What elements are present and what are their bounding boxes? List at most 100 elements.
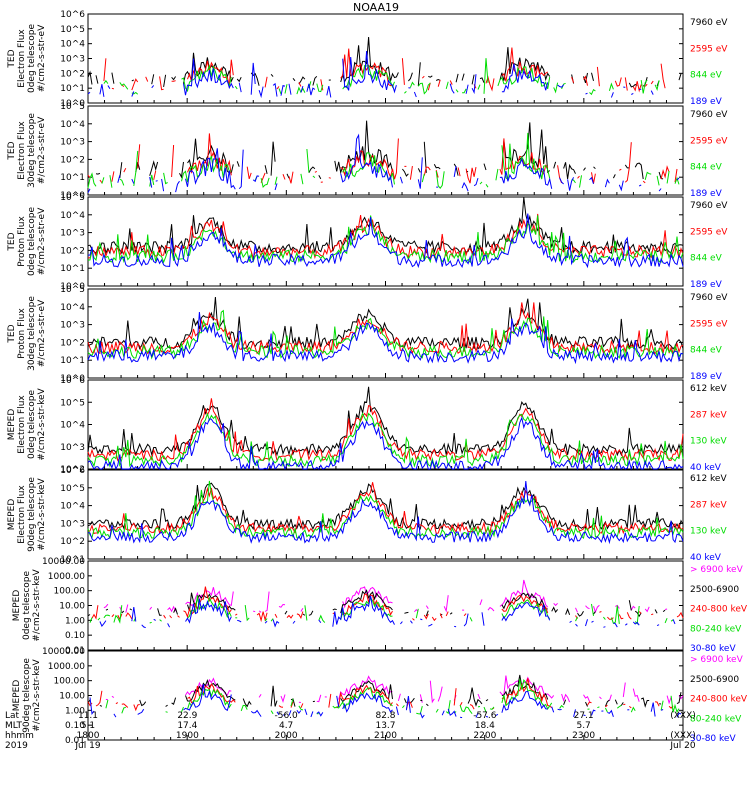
panel-6-ylabel-line: 90deg telescope <box>27 477 37 552</box>
panel-4-series-3 <box>87 309 683 360</box>
panel-2-legend-entry: 844 eV <box>690 163 723 173</box>
panel-3-series-1 <box>87 196 684 255</box>
panel-5-legend-entry: 287 keV <box>690 410 727 420</box>
panel-2-ytick-label: 10^2 <box>60 155 85 165</box>
panel-1-series-4 <box>88 51 683 98</box>
panel-1-ytick-label: 10^0 <box>60 99 85 109</box>
panel-7-series-5 <box>99 595 676 629</box>
xaxis-tick-value: -57.6 <box>473 711 497 721</box>
panel-4-ytick-label: 10^2 <box>60 338 85 348</box>
panel-4-ytick-label: 10^5 <box>60 285 85 295</box>
panel-6-ylabel-line: MEPED <box>7 499 17 531</box>
panel-7-legend-entry: 30-80 keV <box>690 644 736 654</box>
panel-3-legend-entry: 844 eV <box>690 254 723 264</box>
panel-8-ytick-label: 10000.00 <box>42 647 85 657</box>
panel-3-legend-entry: 7960 eV <box>690 201 728 211</box>
panel-2-ytick-label: 10^0 <box>60 191 85 201</box>
xaxis-tick-value: 17.4 <box>177 721 197 731</box>
panel-3-ytick-label: 10^1 <box>60 264 85 274</box>
panel-7-ylabel-line: MEPED <box>12 590 22 622</box>
panel-7-ylabel-line: 0deg telescope <box>22 571 32 641</box>
panel-2-series-4 <box>87 133 680 193</box>
xaxis-row-label: MLT <box>5 721 23 731</box>
panel-5-series-4 <box>87 416 684 471</box>
plot-title: NOAA19 <box>353 1 399 14</box>
panel-8-ytick-label: 10.00 <box>59 692 85 702</box>
panel-4-ytick-label: 10^0 <box>60 374 85 384</box>
panel-8-ytick-label: 100.00 <box>54 677 86 687</box>
panel-2-legend-entry: 7960 eV <box>690 110 728 120</box>
panel-1-series-1 <box>87 36 682 88</box>
xaxis-tick-value: 27.1 <box>574 711 594 721</box>
panel-8-legend-entry: 80-240 keV <box>690 714 742 724</box>
panel-8-ytick-label: 0.10 <box>65 721 85 731</box>
panel-6-ytick-label: 10^6 <box>60 466 85 476</box>
panel-4-ytick-label: 10^1 <box>60 356 85 366</box>
panel-8-legend-entry: 240-800 keV <box>690 695 748 705</box>
panel-2-ytick-label: 10^4 <box>60 120 85 130</box>
panel-8-legend-entry: > 6900 keV <box>690 655 744 665</box>
panel-3-ylabel-line: TED <box>7 232 17 251</box>
panel-2-ylabel-line: #/cm2-s-str-eV <box>37 116 47 184</box>
xaxis-tick-value: 5.1 <box>81 721 95 731</box>
panel-8-series-5 <box>89 684 682 719</box>
xaxis-tick-value: (XXX) <box>670 711 696 721</box>
panel-3-ytick-label: 10^5 <box>60 193 85 203</box>
panel-4-ylabel-line: 30deg telescope <box>27 296 37 371</box>
xaxis-tick-value: 2000 <box>275 731 298 741</box>
xaxis-tick-value: (XXX) <box>670 731 696 741</box>
panel-8-legend-entry: 2500-6900 <box>690 675 739 685</box>
panel-4-series-2 <box>87 302 684 355</box>
panel-1-ytick-label: 10^4 <box>60 40 85 50</box>
panel-2-series-2 <box>88 133 683 183</box>
panel-5-legend-entry: 40 keV <box>690 463 722 473</box>
panel-2-ylabel-line: TED <box>7 141 17 160</box>
panel-6-ytick-label: 10^4 <box>60 502 85 512</box>
panel-1-legend-entry: 7960 eV <box>690 18 728 28</box>
panel-7-ylabel-line: #/cm2-s-str-keV <box>32 568 42 641</box>
panel-3-ylabel-line: 0deg telescope <box>27 207 37 277</box>
panel-8-ytick-label: 1.00 <box>65 706 85 716</box>
panel-3-series-2 <box>88 213 684 260</box>
panel-6-legend-entry: 130 keV <box>690 527 727 537</box>
panel-6-legend-entry: 612 keV <box>690 474 727 484</box>
panel-5-ytick-label: 10^5 <box>60 398 85 408</box>
panel-4-ylabel-line: TED <box>7 324 17 343</box>
panel-8-ylabel-line: MEPED <box>12 680 22 712</box>
panel-5-ytick-label: 10^3 <box>60 443 85 453</box>
xaxis-tick-value: 5.7 <box>576 721 590 731</box>
panel-1-ylabel-line: Electron Flux <box>17 29 27 88</box>
xaxis-row-label: Lat <box>5 711 20 721</box>
panel-4-ylabel-line: Proton Flux <box>17 308 27 359</box>
xaxis-tick-value: 1800 <box>77 731 100 741</box>
panel-4-legend-entry: 2595 eV <box>690 319 728 329</box>
xaxis-tick-value: 18.4 <box>475 721 495 731</box>
panel-7-ytick-label: 100.00 <box>54 587 86 597</box>
panel-6-series-2 <box>87 482 684 535</box>
panel-3-ylabel-line: Proton Flux <box>17 216 27 267</box>
panel-5-series-3 <box>87 412 684 468</box>
panel-3-series-4 <box>88 213 684 269</box>
panel-5-ylabel-line: #/cm2-s-str-keV <box>37 387 47 460</box>
panel-3-ytick-label: 10^4 <box>60 211 85 221</box>
xaxis-tick-value: Jul 19 <box>74 741 100 751</box>
panel-6-ytick-label: 10^5 <box>60 484 85 494</box>
panel-3-legend-entry: 2595 eV <box>690 227 728 237</box>
panel-4-legend-entry: 189 eV <box>690 372 723 382</box>
panel-2-ylabel-line: 30deg telescope <box>27 113 37 188</box>
panel-7-legend-entry: 240-800 keV <box>690 605 748 615</box>
panel-4-ylabel-line: #/cm2-s-str-eV <box>37 299 47 367</box>
panel-5-legend-entry: 612 keV <box>690 384 727 394</box>
xaxis-tick-value: 22.9 <box>177 711 197 721</box>
panel-5-ytick-label: 10^6 <box>60 376 85 386</box>
panel-7-series-1 <box>103 579 668 614</box>
panel-5-legend-entry: 130 keV <box>690 437 727 447</box>
panel-1-ytick-label: 10^6 <box>60 10 85 20</box>
panel-6-ytick-label: 10^3 <box>60 519 85 529</box>
panel-8-ytick-label: 1000.00 <box>48 662 85 672</box>
panel-7-ytick-label: 10.00 <box>59 602 85 612</box>
panel-4-ytick-label: 10^3 <box>60 321 85 331</box>
panel-6-ytick-label: 10^1 <box>60 555 85 565</box>
